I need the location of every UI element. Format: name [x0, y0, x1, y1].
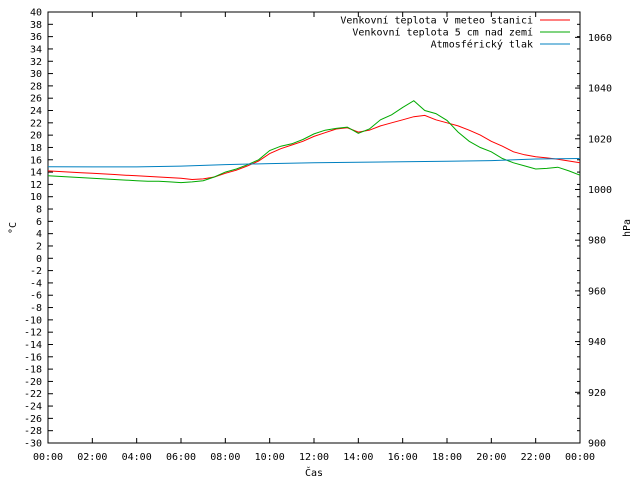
- left-tick-label: -4: [30, 278, 42, 289]
- left-tick-label: 34: [30, 44, 42, 55]
- x-tick-label: 20:00: [476, 452, 506, 463]
- left-tick-label: 18: [30, 143, 42, 154]
- left-tick-label: 0: [36, 254, 42, 265]
- left-axis: 4038363432302826242220181614121086420-2-…: [24, 8, 580, 450]
- left-tick-label: 30: [30, 69, 42, 80]
- legend-label-2: Atmosférický tlak: [431, 39, 533, 51]
- left-tick-label: 26: [30, 94, 42, 105]
- left-tick-label: 32: [30, 57, 42, 68]
- left-tick-label: 28: [30, 81, 42, 92]
- left-tick-label: 6: [36, 217, 42, 228]
- x-tick-label: 00:00: [33, 452, 63, 463]
- left-tick-label: -12: [24, 328, 42, 339]
- left-tick-label: -26: [24, 414, 42, 425]
- right-tick-label: 1060: [588, 33, 612, 44]
- x-tick-label: 06:00: [166, 452, 196, 463]
- right-tick-label: 960: [588, 286, 606, 297]
- left-tick-label: 38: [30, 20, 42, 31]
- y-axis-right-label: hPa: [622, 219, 633, 237]
- x-axis-label: Čas: [305, 466, 323, 479]
- right-tick-label: 1020: [588, 134, 612, 145]
- left-tick-label: 2: [36, 241, 42, 252]
- left-tick-label: -30: [24, 439, 42, 450]
- left-tick-label: 4: [36, 229, 42, 240]
- left-tick-label: -22: [24, 389, 42, 400]
- left-tick-label: 22: [30, 118, 42, 129]
- left-tick-label: 40: [30, 8, 42, 19]
- left-tick-label: -24: [24, 402, 42, 413]
- legend-label-0: Venkovní teplota v meteo stanici: [340, 15, 533, 27]
- x-tick-label: 22:00: [521, 452, 551, 463]
- series-layer: [47, 100, 581, 184]
- left-tick-label: -2: [30, 266, 42, 277]
- left-tick-label: -14: [24, 340, 42, 351]
- left-tick-label: -28: [24, 426, 42, 437]
- legend: Venkovní teplota v meteo staniciVenkovní…: [340, 15, 570, 51]
- left-tick-label: -18: [24, 365, 42, 376]
- right-tick-label: 980: [588, 236, 606, 247]
- legend-label-1: Venkovní teplota 5 cm nad zemí: [352, 27, 533, 39]
- left-tick-label: 10: [30, 192, 42, 203]
- left-tick-label: -6: [30, 291, 42, 302]
- right-tick-label: 1040: [588, 84, 612, 95]
- left-tick-label: -8: [30, 303, 42, 314]
- x-tick-label: 10:00: [255, 452, 285, 463]
- left-tick-label: -10: [24, 315, 42, 326]
- left-tick-label: 36: [30, 32, 42, 43]
- x-tick-label: 04:00: [122, 452, 152, 463]
- series-line-2: [47, 158, 581, 168]
- x-tick-label: 16:00: [388, 452, 418, 463]
- right-tick-label: 1000: [588, 185, 612, 196]
- right-axis: 1060 1040 1020 1000 980 960 940 920 900: [575, 33, 612, 450]
- left-tick-label: 20: [30, 131, 42, 142]
- x-tick-label: 12:00: [299, 452, 329, 463]
- left-tick-label: 24: [30, 106, 42, 117]
- x-tick-label: 00:00: [565, 452, 595, 463]
- series-line-1: [47, 100, 581, 184]
- x-tick-label: 08:00: [210, 452, 240, 463]
- series-line-0: [47, 114, 581, 181]
- left-tick-label: -16: [24, 352, 42, 363]
- right-tick-label: 920: [588, 388, 606, 399]
- right-tick-label: 940: [588, 337, 606, 348]
- right-tick-label: 900: [588, 439, 606, 450]
- x-tick-label: 14:00: [343, 452, 373, 463]
- left-tick-label: 12: [30, 180, 42, 191]
- left-tick-label: 14: [30, 168, 42, 179]
- left-tick-label: 16: [30, 155, 42, 166]
- plot-frame: [47, 11, 581, 444]
- y-axis-left-label: °C: [8, 222, 19, 234]
- left-tick-label: -20: [24, 377, 42, 388]
- left-tick-label: 8: [36, 205, 42, 216]
- x-tick-label: 18:00: [432, 452, 462, 463]
- x-axis: 00:00 02:00 04:00 06:00 08:00 10:00 12:00 14:00…: [33, 12, 595, 463]
- x-tick-label: 02:00: [77, 452, 107, 463]
